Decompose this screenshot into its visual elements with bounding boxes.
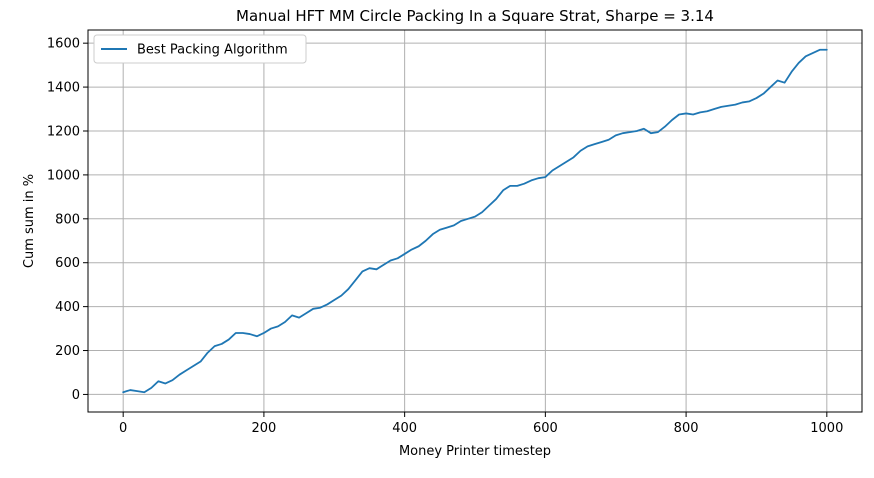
x-tick-label: 200 <box>251 421 276 436</box>
y-tick-label: 1600 <box>47 37 80 52</box>
x-tick-label: 600 <box>533 421 558 436</box>
y-tick-label: 400 <box>55 300 80 315</box>
y-axis-ticks: 0 200 400 600 800 1000 1200 1400 1600 <box>47 37 88 403</box>
x-axis-label: Money Printer timestep <box>399 444 551 459</box>
legend-box <box>93 34 307 64</box>
y-tick-label: 0 <box>72 388 80 403</box>
legend: Best Packing Algorithm <box>93 34 307 64</box>
y-tick-label: 800 <box>55 212 80 227</box>
x-tick-label: 0 <box>119 421 127 436</box>
series-line <box>122 48 828 394</box>
y-tick-label: 600 <box>55 256 80 271</box>
y-tick-label: 200 <box>55 344 80 359</box>
y-tick-label: 1200 <box>47 124 80 139</box>
plot-frame <box>87 29 863 413</box>
grid <box>88 30 862 412</box>
y-tick-label: 1000 <box>47 168 80 183</box>
x-tick-label: 800 <box>674 421 699 436</box>
series-layer <box>122 48 828 394</box>
x-axis-ticks: 0 200 400 600 800 1000 <box>119 412 843 436</box>
x-tick-label: 400 <box>392 421 417 436</box>
y-tick-label: 1400 <box>47 81 80 96</box>
x-tick-label: 1000 <box>810 421 843 436</box>
chart-title: Manual HFT MM Circle Packing In a Square… <box>236 7 714 25</box>
y-axis-label: Cum sum in % <box>22 174 37 268</box>
legend-label: Best Packing Algorithm <box>137 43 288 58</box>
